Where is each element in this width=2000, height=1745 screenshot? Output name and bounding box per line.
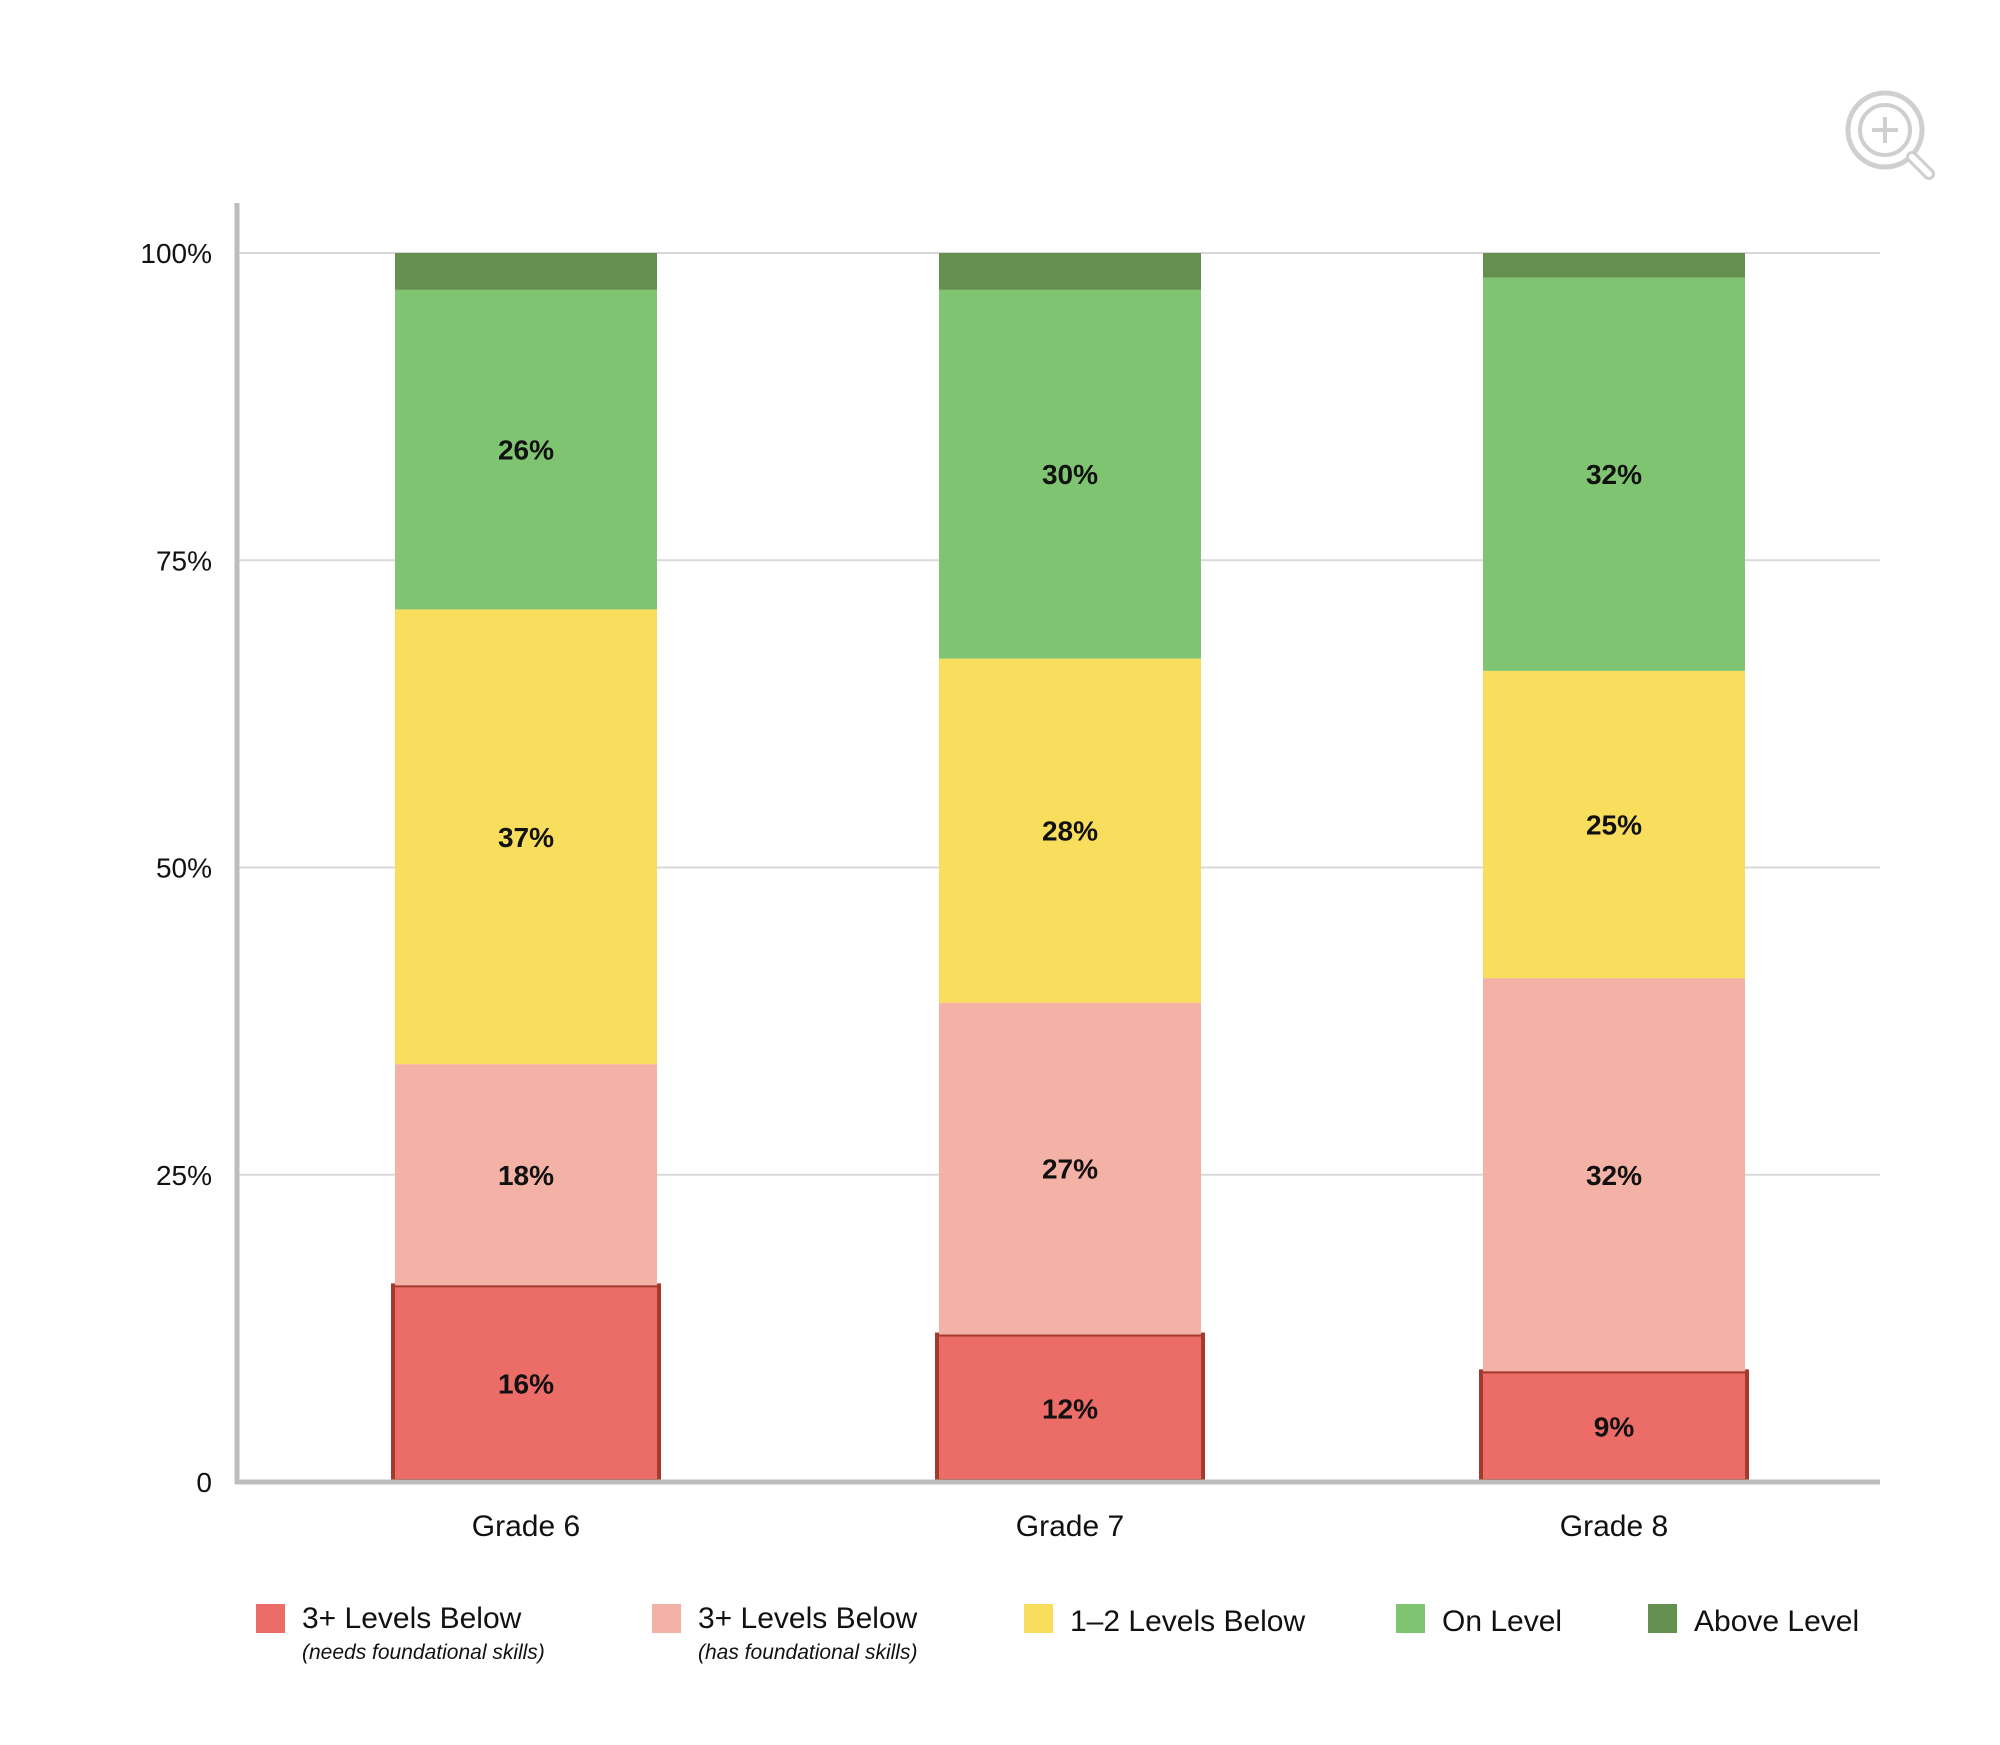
data-label: 9% <box>1594 1412 1635 1443</box>
bar-segment <box>939 253 1201 290</box>
legend-item: 3+ Levels Below (needs foundational skill… <box>256 1602 545 1664</box>
data-label: 32% <box>1586 459 1642 490</box>
legend-sublabel: (has foundational skills) <box>698 1641 917 1664</box>
legend: 3+ Levels Below (needs foundational skill… <box>256 1602 1859 1664</box>
bars <box>391 253 1749 1484</box>
bar-segment <box>1483 277 1745 671</box>
y-tick-label: 50% <box>156 853 212 884</box>
data-label: 27% <box>1042 1154 1098 1185</box>
data-label: 37% <box>498 822 554 853</box>
bar-segment <box>939 289 1201 659</box>
axes: 0 25% 50% 75% 100% Grade 6 Grade 7 Grade 8 <box>140 203 1880 1543</box>
data-label: 12% <box>1042 1393 1098 1424</box>
legend-label: 3+ Levels Below <box>302 1602 522 1635</box>
bar-segment <box>1483 978 1745 1372</box>
data-label: 16% <box>498 1369 554 1400</box>
legend-label: 3+ Levels Below <box>698 1602 918 1635</box>
legend-swatch <box>1396 1604 1425 1633</box>
legend-item: 1–2 Levels Below <box>1024 1604 1305 1638</box>
x-tick-label: Grade 8 <box>1560 1510 1668 1543</box>
legend-label: 1–2 Levels Below <box>1070 1605 1305 1638</box>
legend-swatch <box>256 1604 285 1633</box>
legend-item: 3+ Levels Below (has foundational skills) <box>652 1602 918 1664</box>
legend-swatch <box>1648 1604 1677 1633</box>
x-tick-label: Grade 7 <box>1016 1510 1124 1543</box>
legend-item: On Level <box>1396 1604 1562 1638</box>
bar-segment <box>395 253 657 290</box>
y-tick-label: 25% <box>156 1160 212 1191</box>
data-labels: 16% 18% 37% 26% 12% 27% 28% 30% 9% 32% 25% 32% <box>498 435 1642 1443</box>
x-tick-label: Grade 6 <box>472 1510 580 1543</box>
legend-sublabel: (needs foundational skills) <box>302 1641 545 1664</box>
bar-segment <box>395 289 657 610</box>
data-label: 28% <box>1042 816 1098 847</box>
y-tick-label: 75% <box>156 545 212 576</box>
data-label: 25% <box>1586 809 1642 840</box>
legend-swatch <box>1024 1604 1053 1633</box>
bar-segment <box>1483 670 1745 979</box>
y-tick-label: 100% <box>140 238 212 269</box>
zoom-in-icon[interactable] <box>1845 90 1935 180</box>
legend-label: On Level <box>1442 1605 1562 1638</box>
bar-segment <box>395 1064 657 1286</box>
bar-segment <box>939 1002 1201 1335</box>
y-tick-label: 0 <box>196 1467 212 1498</box>
bar-segment <box>939 658 1201 1003</box>
data-label: 32% <box>1586 1160 1642 1191</box>
legend-swatch <box>652 1604 681 1633</box>
data-label: 18% <box>498 1160 554 1191</box>
data-label: 26% <box>498 435 554 466</box>
data-label: 30% <box>1042 459 1098 490</box>
legend-label: Above Level <box>1694 1605 1859 1638</box>
bar-segment <box>1483 253 1745 278</box>
legend-item: Above Level <box>1648 1604 1859 1638</box>
bar-segment <box>395 609 657 1065</box>
bar-segment <box>391 1283 661 1483</box>
